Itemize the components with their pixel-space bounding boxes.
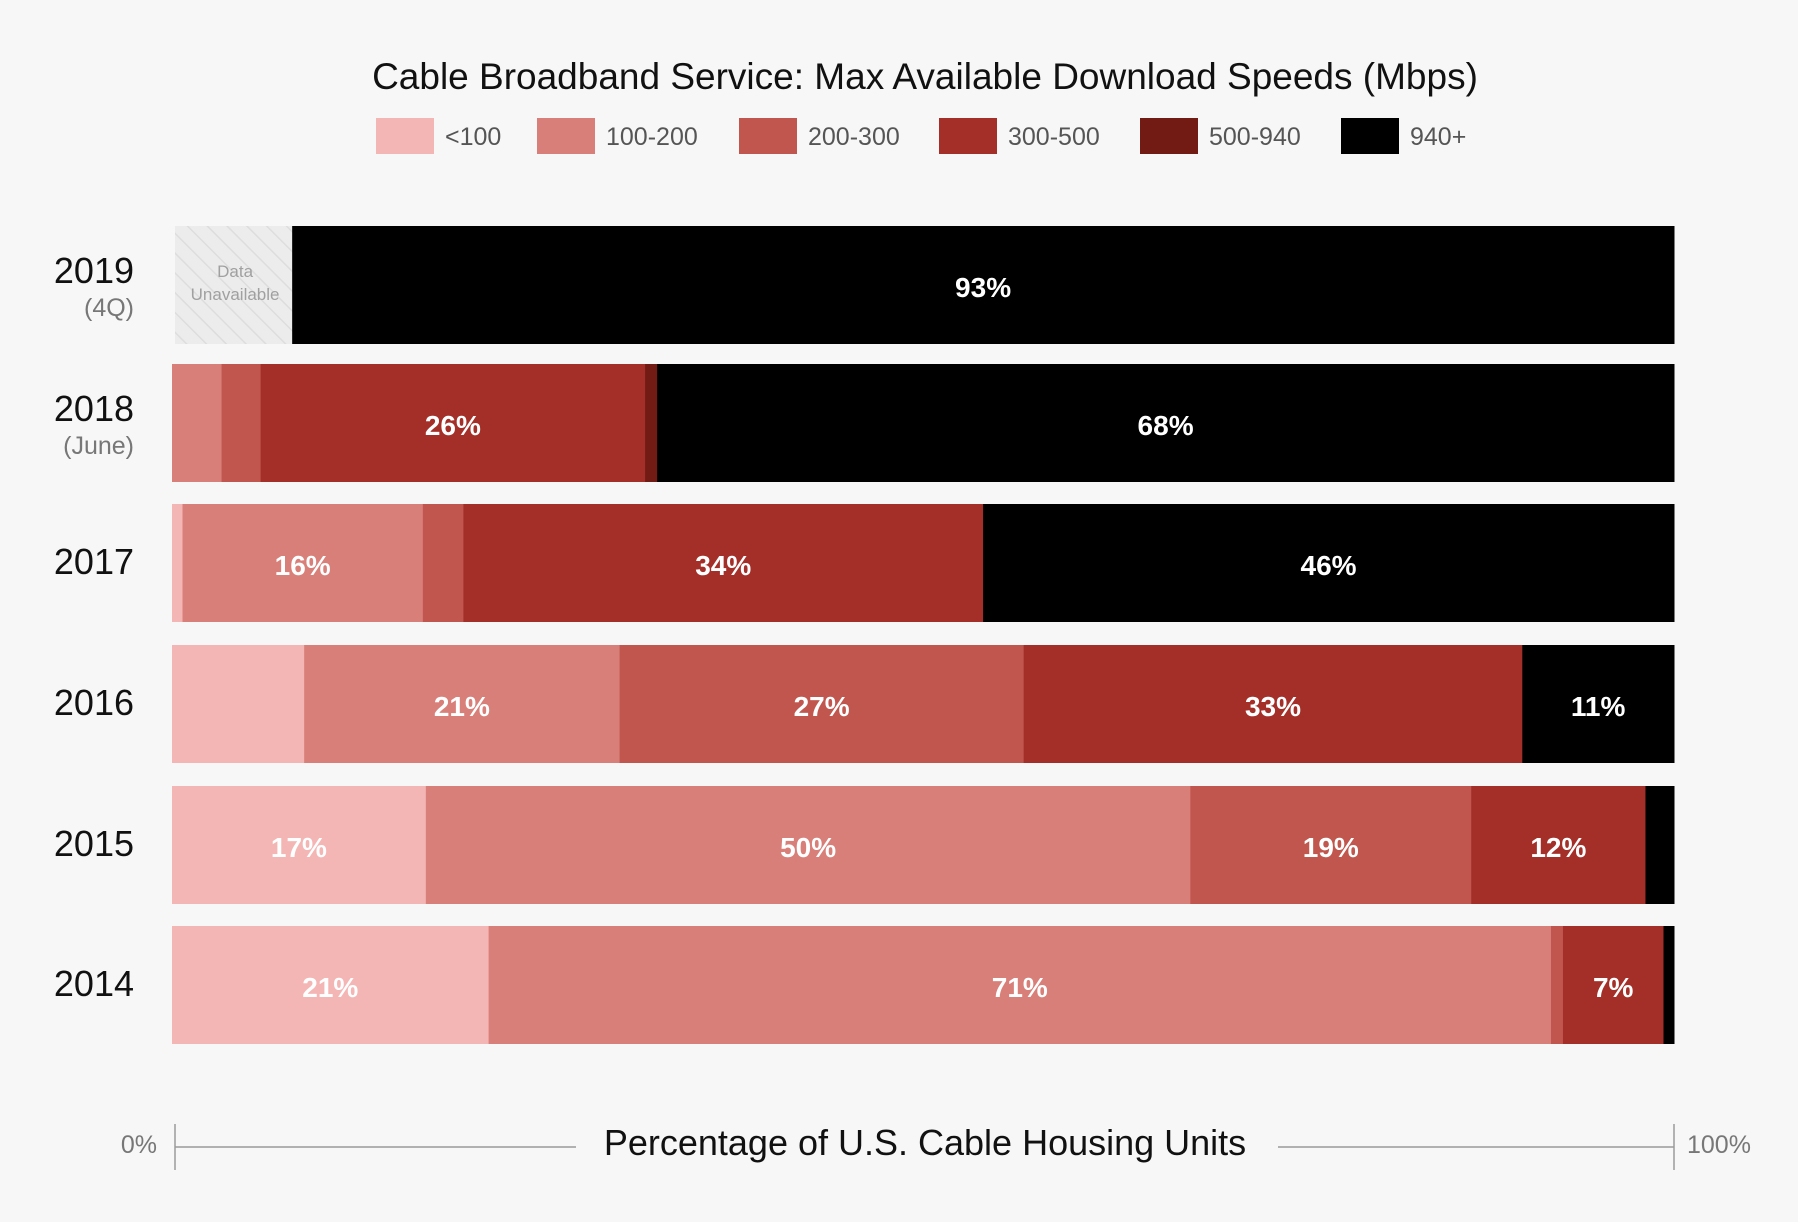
data-label: 46%	[1301, 550, 1357, 581]
year-label: 2018	[54, 388, 134, 429]
data-label: 19%	[1303, 832, 1359, 863]
bar-segment	[304, 645, 621, 763]
bar-segment	[172, 786, 427, 904]
bar-row-2017: 2017 16% 34% 46%	[54, 504, 1675, 622]
bar-segment	[1663, 926, 1675, 1044]
data-label: 11%	[1571, 691, 1626, 722]
legend-label: <100	[445, 123, 501, 151]
bar-segment	[172, 645, 305, 763]
legend-item: 500-940	[1140, 118, 1301, 154]
bar-row-2019: 2019 (4Q) Data Unavailable 93%	[54, 226, 1675, 344]
legend-item: 200-300	[739, 118, 900, 154]
axis-min-label: 0%	[121, 1131, 157, 1159]
legend-swatch	[376, 118, 434, 154]
bar-segment	[1471, 786, 1646, 904]
data-label: 71%	[992, 972, 1048, 1003]
plot-area: 2019 (4Q) Data Unavailable 93% 2018 (June) 26% 6…	[54, 226, 1675, 1044]
data-unavailable-block	[175, 226, 296, 344]
bar-segment	[983, 504, 1675, 622]
legend-swatch	[537, 118, 595, 154]
bar-segment	[1645, 786, 1675, 904]
legend-label: 500-940	[1209, 123, 1301, 151]
data-label: 21%	[302, 972, 358, 1003]
bar-segment	[619, 645, 1025, 763]
data-label: 34%	[695, 550, 751, 581]
legend-label: 100-200	[606, 123, 698, 151]
data-label: 93%	[955, 272, 1011, 303]
bar-segment	[172, 364, 223, 482]
year-sublabel: (4Q)	[84, 294, 134, 322]
bar-row-2014: 2014 21% 71% 7%	[54, 926, 1675, 1044]
legend-label: 940+	[1410, 123, 1466, 151]
bar-segment	[488, 926, 1552, 1044]
data-label: 16%	[275, 550, 331, 581]
bar-segment	[1023, 645, 1523, 763]
year-label: 2016	[54, 682, 134, 723]
legend-swatch	[939, 118, 997, 154]
unavailable-label: Data	[217, 262, 253, 281]
year-sublabel: (June)	[63, 432, 134, 460]
bar-segment	[260, 364, 646, 482]
legend-item: 940+	[1341, 118, 1466, 154]
data-label: 68%	[1138, 410, 1194, 441]
x-axis: 0% 100% Percentage of U.S. Cable Housing…	[121, 1122, 1751, 1170]
bar-row-2016: 2016 21% 27% 33% 11%	[54, 645, 1675, 763]
bar-segment	[422, 504, 464, 622]
legend-item: <100	[376, 118, 501, 154]
legend-label: 300-500	[1008, 123, 1100, 151]
data-label: 50%	[780, 832, 836, 863]
data-label: 7%	[1593, 972, 1634, 1003]
bar-segment	[172, 926, 490, 1044]
legend-item: 100-200	[537, 118, 698, 154]
legend: <100 100-200 200-300 300-500 500-940 940+	[376, 118, 1466, 154]
bar-row-2018: 2018 (June) 26% 68%	[54, 364, 1675, 482]
bar-segment	[1562, 926, 1664, 1044]
bar-segment	[182, 504, 424, 622]
data-label: 33%	[1245, 691, 1301, 722]
year-label: 2014	[54, 963, 134, 1004]
legend-swatch	[1341, 118, 1399, 154]
axis-max-label: 100%	[1687, 1131, 1751, 1159]
x-axis-title: Percentage of U.S. Cable Housing Units	[604, 1122, 1246, 1163]
bar-segment	[1550, 926, 1564, 1044]
bar-segment	[1522, 645, 1675, 763]
legend-item: 300-500	[939, 118, 1100, 154]
bar-segment	[425, 786, 1191, 904]
legend-label: 200-300	[808, 123, 900, 151]
bar-segment	[645, 364, 658, 482]
data-label: 27%	[794, 691, 850, 722]
bar-segment	[172, 504, 184, 622]
data-label: 17%	[271, 832, 327, 863]
data-label: 21%	[434, 691, 490, 722]
year-label: 2019	[54, 250, 134, 291]
year-label: 2017	[54, 541, 134, 582]
data-label: 12%	[1530, 832, 1586, 863]
data-label: 26%	[425, 410, 481, 441]
bar-segment	[463, 504, 984, 622]
bar-segment	[292, 226, 1675, 344]
legend-swatch	[739, 118, 797, 154]
year-label: 2015	[54, 823, 134, 864]
bar-segment	[657, 364, 1675, 482]
bar-row-2015: 2015 17% 50% 19% 12%	[54, 786, 1675, 904]
unavailable-label: Unavailable	[191, 285, 280, 304]
bar-segment	[1190, 786, 1472, 904]
legend-swatch	[1140, 118, 1198, 154]
chart-title: Cable Broadband Service: Max Available D…	[372, 56, 1478, 97]
bar-segment	[221, 364, 262, 482]
